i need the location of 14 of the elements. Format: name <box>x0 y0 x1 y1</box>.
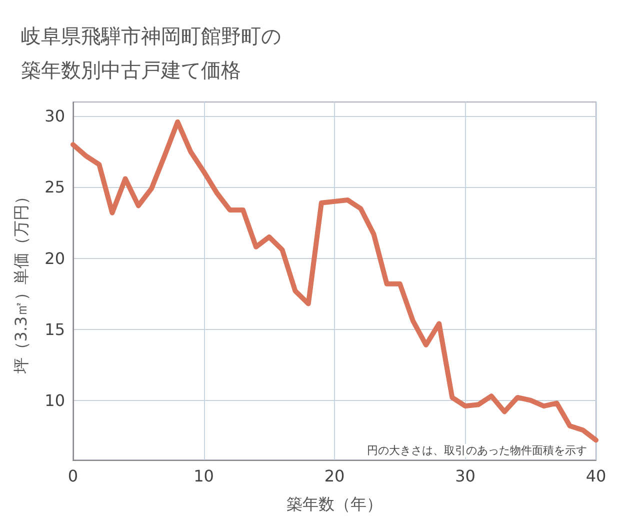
y-tick-label: 25 <box>44 178 65 197</box>
chart-title: 岐阜県飛騨市神岡町館野町の築年数別中古戸建て価格 <box>21 24 281 82</box>
y-axis-title: 坪（3.3㎡）単価（万円） <box>12 188 30 375</box>
x-axis-title: 築年数（年） <box>286 494 382 514</box>
y-tick-label: 10 <box>44 390 65 410</box>
y-tick-label: 15 <box>44 320 65 339</box>
y-tick-label: 20 <box>44 248 65 268</box>
y-tick-label: 30 <box>44 106 65 126</box>
x-tick-label: 10 <box>194 466 214 486</box>
x-tick-label: 30 <box>455 466 476 486</box>
x-tick-label: 40 <box>586 466 606 486</box>
x-tick-label: 20 <box>324 466 345 486</box>
x-tick-label: 0 <box>68 466 78 486</box>
annotation: 円の大きさは、取引のあった物件面積を示す <box>367 444 587 457</box>
